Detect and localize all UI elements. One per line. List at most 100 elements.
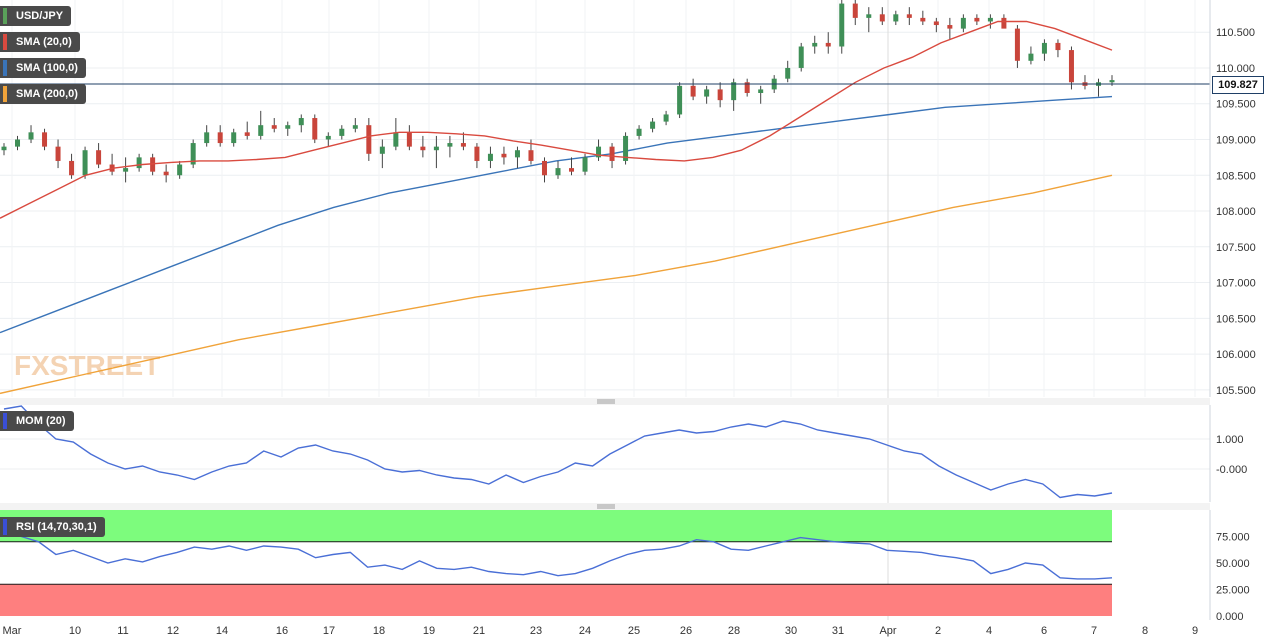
candle-body [704, 89, 710, 97]
candle-body [920, 17, 926, 22]
candle-body [596, 146, 602, 158]
candle-body [623, 135, 629, 161]
candle [514, 146, 520, 169]
candle [569, 157, 575, 176]
candle [717, 82, 723, 108]
candle [920, 10, 926, 26]
candle [1041, 39, 1047, 61]
candle-body [271, 125, 277, 129]
candle [366, 118, 372, 161]
x-tick-label: 30 [785, 625, 797, 637]
x-tick-label: 4 [986, 625, 992, 637]
candle [15, 135, 21, 151]
candle [379, 139, 385, 169]
sma-200-path [0, 174, 1113, 395]
legend-rsi[interactable]: RSI (14,70,30,1) [0, 517, 105, 537]
candle [393, 118, 399, 151]
x-tick-label: 17 [323, 625, 335, 637]
candle-body [1041, 42, 1047, 54]
candle [852, 0, 858, 26]
candle-body [1028, 53, 1034, 61]
candle-body [514, 150, 520, 158]
candle [433, 135, 439, 169]
legend-swatch-rsi [3, 519, 7, 535]
candle [82, 146, 88, 179]
candle-body [744, 82, 750, 93]
legend-rsi-label: RSI (14,70,30,1) [16, 521, 97, 533]
candle [1001, 14, 1007, 29]
candle [839, 0, 845, 54]
candle-body [190, 143, 196, 165]
candle [906, 7, 912, 26]
candle-body [82, 150, 88, 176]
splitter-handle-2[interactable] [597, 504, 615, 509]
candle-body [758, 89, 764, 93]
main-y-tick-label: 109.000 [1216, 134, 1256, 146]
candle [244, 121, 250, 140]
x-tick-label: 25 [628, 625, 640, 637]
x-tick-label: 23 [530, 625, 542, 637]
candle [812, 35, 818, 54]
candle [420, 135, 426, 158]
candle [177, 160, 183, 179]
rsi-path [3, 530, 1113, 580]
x-tick-label: 7 [1091, 625, 1097, 637]
candle-body [974, 17, 980, 22]
candle-body [825, 42, 831, 47]
candle [136, 153, 142, 172]
candle-body [933, 21, 939, 26]
x-tick-label: Mar [3, 625, 22, 637]
legend-mom[interactable]: MOM (20) [0, 411, 74, 431]
candle [1, 143, 7, 156]
legend-usdjpy[interactable]: USD/JPY [0, 6, 72, 26]
momentum-panel: 1.000 -0.000 [0, 405, 1247, 502]
candle [650, 118, 656, 133]
x-tick-label: 31 [832, 625, 844, 637]
candle [123, 157, 129, 183]
candle [785, 60, 791, 83]
candle-body [677, 85, 683, 115]
candle-body [136, 157, 142, 169]
candle-body [420, 146, 426, 151]
mom-gridlines [0, 438, 1210, 470]
legend-sma20[interactable]: SMA (20,0) [0, 32, 80, 52]
candle-body [1001, 17, 1007, 29]
candle-body [812, 42, 818, 47]
candle [636, 125, 642, 140]
rsi-y-tick-label: 50.000 [1216, 558, 1250, 570]
x-tick-label: 16 [276, 625, 288, 637]
x-tick-label: 14 [216, 625, 228, 637]
legend-sma200[interactable]: SMA (200,0) [0, 84, 86, 104]
candle-body [582, 157, 588, 172]
watermark: FXSTREET [14, 350, 160, 381]
candle-body [163, 171, 169, 176]
candle-body [636, 128, 642, 136]
candle [460, 132, 466, 151]
candle [42, 128, 48, 151]
candle-body [1068, 50, 1074, 83]
x-tick-label: 28 [728, 625, 740, 637]
candle [541, 157, 547, 183]
splitter-handle-1[interactable] [597, 399, 615, 404]
candle-body [609, 146, 615, 161]
candle-body [987, 17, 993, 22]
legend-sma100[interactable]: SMA (100,0) [0, 58, 86, 78]
candle-body [460, 143, 466, 147]
sma-20-line [0, 20, 1113, 219]
candle-body [258, 125, 264, 136]
rsi-line [3, 530, 1113, 580]
main-y-tick-label: 107.500 [1216, 242, 1256, 254]
candle-body [406, 132, 412, 147]
candle [447, 135, 453, 158]
rsi-overbought-zone [0, 510, 1112, 542]
candle-body [541, 160, 547, 176]
candle [231, 128, 237, 147]
x-tick-label: 6 [1041, 625, 1047, 637]
candle-body [1, 146, 7, 151]
candle-body [947, 25, 953, 29]
candle-body [150, 157, 156, 172]
mom-line [3, 405, 1113, 499]
main-gridlines [0, 31, 1210, 391]
candle [893, 10, 899, 26]
